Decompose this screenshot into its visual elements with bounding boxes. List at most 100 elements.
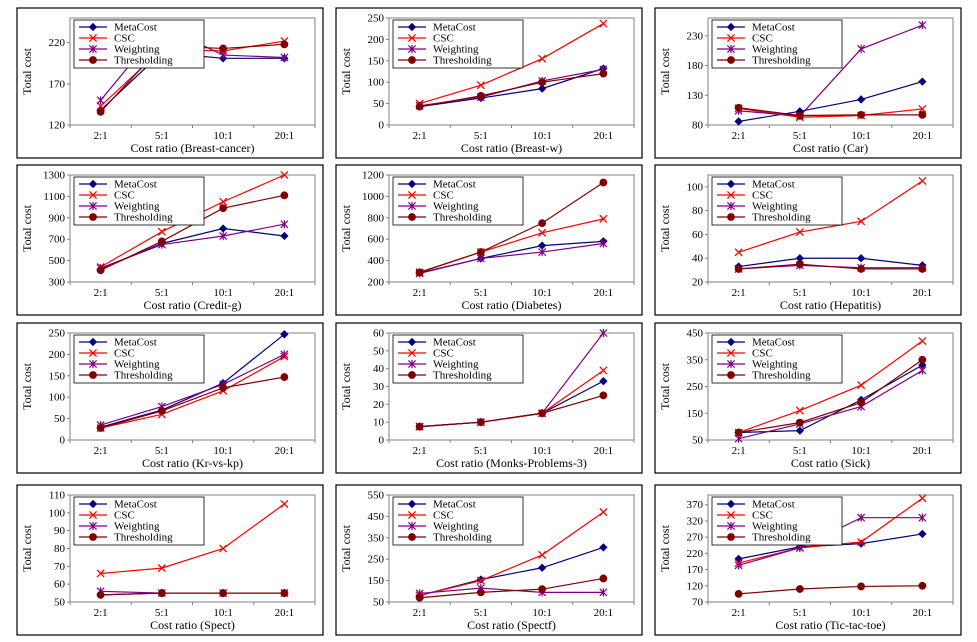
data-point [918, 355, 927, 364]
data-point [734, 589, 743, 598]
y-tick-label: 150 [49, 370, 66, 382]
legend-marker [89, 533, 97, 541]
x-tick-label: 5:1 [474, 287, 488, 299]
x-tick-label: 5:1 [793, 445, 807, 457]
data-point [734, 248, 743, 257]
legend-entry: Weighting [114, 201, 160, 213]
legend-entry: Weighting [433, 44, 479, 56]
data-point [280, 330, 289, 339]
legend-marker [88, 190, 98, 200]
y-tick-label: 550 [368, 490, 385, 502]
x-tick-label: 5:1 [474, 445, 488, 457]
legend-marker [407, 22, 417, 32]
chart-panel: 200 400 600 800 1000 1200 2:1 5:1 10:1 20:1 Cost r… [335, 164, 643, 316]
legend-entry: Weighting [752, 201, 798, 213]
y-tick-label: 170 [49, 78, 66, 90]
data-point [599, 19, 608, 28]
legend-marker [88, 33, 98, 43]
legend-marker [408, 371, 416, 379]
legend-entry: Thresholding [433, 55, 492, 67]
legend-marker [88, 44, 98, 54]
legend-entry: CSC [114, 348, 135, 360]
data-point [415, 268, 424, 277]
x-tick-label: 10:1 [851, 607, 871, 619]
series-line [419, 394, 604, 428]
y-tick-label: 20 [692, 277, 704, 289]
chart-panel: 70 120 170 220 270 320 370 2:1 5:1 10:1 20:1 Cost r… [654, 484, 962, 636]
y-tick-label: 450 [368, 511, 385, 523]
data-point [734, 265, 743, 273]
legend-entry: CSC [433, 190, 454, 202]
data-point [415, 102, 424, 111]
chart-panel: 0 10 20 30 40 50 60 2:1 5:1 10:1 20:1 Cost ratio (M… [335, 322, 643, 474]
data-point [857, 110, 866, 119]
data-point [599, 178, 608, 187]
data-point [219, 197, 228, 206]
legend-marker [726, 337, 736, 347]
data-point [918, 21, 927, 30]
data-point [280, 53, 289, 62]
y-tick-label: 900 [49, 212, 66, 224]
y-tick-label: 270 [687, 532, 704, 544]
data-point [538, 219, 547, 228]
chart-panel: 80 130 180 230 2:1 5:1 10:1 20:1 Cost ratio (Car… [654, 7, 962, 159]
legend-marker [726, 22, 736, 32]
data-point [538, 78, 547, 87]
data-point [415, 593, 424, 602]
data-point [96, 96, 105, 105]
data-point [856, 254, 866, 263]
series-line [738, 257, 923, 268]
data-point [918, 366, 927, 375]
series-line [738, 81, 923, 123]
legend-marker [88, 201, 98, 211]
data-point [280, 231, 289, 241]
y-tick-label: 800 [368, 212, 385, 224]
y-tick-label: 220 [687, 548, 704, 560]
y-tick-label: 220 [49, 37, 66, 49]
y-tick-label: 100 [687, 181, 704, 193]
y-tick-label: 0 [60, 435, 66, 447]
legend-marker [408, 533, 416, 541]
data-point [96, 424, 105, 432]
x-tick-label: 20:1 [913, 607, 933, 619]
x-axis-label: Cost ratio (Monks-Problems-3) [436, 456, 587, 470]
data-point [857, 513, 866, 522]
y-tick-label: 50 [54, 597, 66, 609]
y-tick-label: 50 [373, 98, 385, 110]
legend-marker [407, 201, 417, 211]
data-point [96, 569, 105, 578]
panel-frame [16, 164, 324, 316]
legend-entry: Weighting [752, 521, 798, 533]
y-tick-label: 250 [368, 554, 385, 566]
legend-entry: MetaCost [114, 179, 157, 191]
legend-marker [89, 371, 97, 379]
y-axis-label: Total cost [339, 47, 353, 94]
data-point [415, 422, 424, 431]
data-point [280, 40, 289, 49]
data-point [96, 266, 105, 275]
chart-panel: 20 40 60 80 100 2:1 5:1 10:1 20:1 Cost ratio (Hep… [654, 164, 962, 316]
legend-entry: Thresholding [433, 212, 492, 224]
y-axis-label: Total cost [20, 204, 34, 251]
data-point [280, 499, 289, 508]
legend-entry: CSC [752, 348, 773, 360]
panel-frame [16, 484, 324, 636]
x-tick-label: 20:1 [913, 130, 933, 142]
data-point [918, 176, 927, 186]
data-point [918, 336, 927, 346]
y-tick-label: 180 [687, 60, 704, 72]
legend-entry: CSC [114, 190, 135, 202]
legend-marker [88, 510, 98, 520]
legend-entry: Weighting [433, 201, 479, 213]
data-point [537, 563, 547, 572]
legend-entry: Thresholding [433, 532, 492, 544]
data-point [734, 561, 743, 570]
x-tick-label: 20:1 [594, 445, 614, 457]
data-point [918, 104, 927, 114]
series-line [419, 181, 604, 273]
legend-marker [726, 510, 736, 520]
data-point [280, 191, 289, 200]
data-point [538, 550, 547, 559]
series-line [419, 67, 604, 108]
legend-marker [407, 348, 417, 358]
